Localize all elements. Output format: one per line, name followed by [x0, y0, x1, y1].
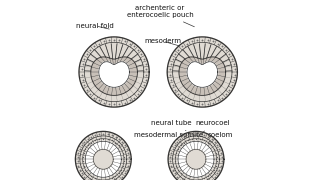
Polygon shape	[99, 62, 129, 87]
Polygon shape	[187, 62, 218, 87]
Polygon shape	[178, 141, 214, 177]
Polygon shape	[179, 57, 226, 95]
Polygon shape	[186, 149, 206, 169]
Polygon shape	[168, 131, 224, 180]
Polygon shape	[167, 37, 237, 107]
Text: mesodermal somite: mesodermal somite	[133, 132, 203, 142]
Text: coelom: coelom	[208, 132, 233, 142]
Text: neural fold: neural fold	[76, 23, 114, 29]
Polygon shape	[85, 141, 121, 177]
Text: neural tube: neural tube	[151, 120, 192, 131]
Polygon shape	[99, 62, 129, 87]
Polygon shape	[91, 57, 137, 95]
Text: archenteric or
enterocoelic pouch: archenteric or enterocoelic pouch	[127, 5, 194, 27]
Polygon shape	[76, 131, 131, 180]
Polygon shape	[79, 37, 149, 107]
Polygon shape	[93, 149, 113, 169]
Polygon shape	[187, 62, 218, 87]
Text: neurocoel: neurocoel	[196, 120, 230, 132]
Text: mesoderm: mesoderm	[144, 38, 181, 46]
